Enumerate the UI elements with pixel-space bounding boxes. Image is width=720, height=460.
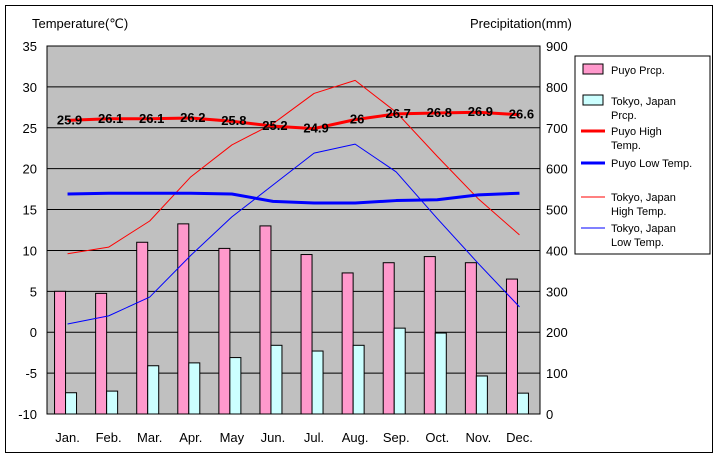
legend-label: Puyo Low Temp. xyxy=(611,158,692,170)
line-tokyo-japan-low-temp- xyxy=(67,143,520,325)
left-tick-label: 25 xyxy=(23,121,37,136)
right-tick-label: 500 xyxy=(546,203,568,218)
bar-tokyo-japan-prcp- xyxy=(475,375,488,415)
legend-swatch xyxy=(582,63,604,75)
bar-tokyo-japan-prcp- xyxy=(516,392,529,415)
right-axis-title: Precipitation(mm) xyxy=(470,16,572,31)
x-tick-label: Dec. xyxy=(506,430,533,445)
left-tick-label: 15 xyxy=(23,203,37,218)
right-tick-label: 300 xyxy=(546,284,568,299)
x-tick-label: Aug. xyxy=(342,430,369,445)
left-tick-label: 30 xyxy=(23,80,37,95)
data-label: 25.8 xyxy=(221,113,246,128)
legend-label: Tokyo, Japan xyxy=(611,223,676,235)
data-label: 26.7 xyxy=(386,106,411,121)
legend-label: High Temp. xyxy=(611,206,666,218)
legend-label: Tokyo, Japan xyxy=(611,96,676,108)
data-label: 26.9 xyxy=(468,104,493,119)
bar-tokyo-japan-prcp- xyxy=(106,390,119,415)
left-tick-label: 35 xyxy=(23,39,37,54)
left-tick-label: 10 xyxy=(23,243,37,258)
bar-tokyo-japan-prcp- xyxy=(229,357,242,415)
bar-puyo-prcp- xyxy=(464,262,477,415)
bar-puyo-prcp- xyxy=(54,290,67,415)
plot-area xyxy=(46,45,541,415)
right-tick-label: 400 xyxy=(546,243,568,258)
legend-label: Tokyo, Japan xyxy=(611,192,676,204)
bar-tokyo-japan-prcp- xyxy=(352,344,365,415)
x-tick-label: Jul. xyxy=(304,430,324,445)
bar-puyo-prcp- xyxy=(218,247,231,415)
x-tick-label: May xyxy=(220,430,245,445)
line-tokyo-japan-high-temp- xyxy=(67,79,520,255)
right-tick-label: 200 xyxy=(546,325,568,340)
x-tick-label: Oct. xyxy=(425,430,449,445)
bar-tokyo-japan-prcp- xyxy=(270,344,283,415)
left-tick-label: 20 xyxy=(23,162,37,177)
bar-puyo-prcp- xyxy=(177,223,190,415)
x-tick-label: Mar. xyxy=(137,430,162,445)
left-tick-label: -10 xyxy=(18,407,37,422)
data-label: 26.8 xyxy=(427,105,452,120)
x-tick-label: Feb. xyxy=(96,430,122,445)
x-tick-label: Jan. xyxy=(55,430,80,445)
legend-box xyxy=(574,55,711,255)
data-label: 26.6 xyxy=(509,107,534,122)
data-label: 26.2 xyxy=(180,110,205,125)
left-tick-label: 0 xyxy=(30,325,37,340)
x-tick-label: Apr. xyxy=(179,430,202,445)
bar-puyo-prcp- xyxy=(136,241,149,415)
right-tick-label: 700 xyxy=(546,121,568,136)
right-tick-label: 800 xyxy=(546,80,568,95)
bar-puyo-prcp- xyxy=(259,225,272,415)
data-label: 25.9 xyxy=(57,112,82,127)
x-tick-label: Jun. xyxy=(261,430,286,445)
left-tick-label: 5 xyxy=(30,284,37,299)
x-tick-label: Sep. xyxy=(383,430,410,445)
right-tick-label: 100 xyxy=(546,366,568,381)
line-puyo-low-temp- xyxy=(67,191,520,205)
bar-tokyo-japan-prcp- xyxy=(434,332,447,415)
bar-puyo-prcp- xyxy=(423,256,436,415)
data-label: 25.2 xyxy=(262,118,287,133)
bar-tokyo-japan-prcp- xyxy=(393,327,406,415)
bar-tokyo-japan-prcp- xyxy=(65,392,78,415)
bar-puyo-prcp- xyxy=(341,272,354,415)
legend-label: Puyo Prcp. xyxy=(611,65,665,77)
left-axis-title: Temperature(℃) xyxy=(32,16,128,31)
left-tick-label: -5 xyxy=(25,366,37,381)
bar-tokyo-japan-prcp- xyxy=(188,362,201,415)
bar-puyo-prcp- xyxy=(382,262,395,415)
data-label: 26 xyxy=(350,112,364,127)
right-tick-label: 0 xyxy=(546,407,553,422)
legend-label: Puyo High xyxy=(611,126,662,138)
bar-puyo-prcp- xyxy=(505,278,518,415)
line-puyo-high-temp- xyxy=(67,110,520,131)
legend-label: Temp. xyxy=(611,140,641,152)
bar-puyo-prcp- xyxy=(95,292,108,415)
bar-tokyo-japan-prcp- xyxy=(311,350,324,415)
bar-tokyo-japan-prcp- xyxy=(147,365,160,415)
right-tick-label: 900 xyxy=(546,39,568,54)
legend-swatch xyxy=(582,94,604,106)
bar-puyo-prcp- xyxy=(300,254,313,415)
x-tick-label: Nov. xyxy=(465,430,491,445)
legend-label: Low Temp. xyxy=(611,237,664,249)
right-tick-label: 600 xyxy=(546,162,568,177)
data-label: 24.9 xyxy=(303,121,328,136)
data-label: 26.1 xyxy=(98,111,123,126)
data-label: 26.1 xyxy=(139,111,164,126)
legend-label: Prcp. xyxy=(611,110,637,122)
